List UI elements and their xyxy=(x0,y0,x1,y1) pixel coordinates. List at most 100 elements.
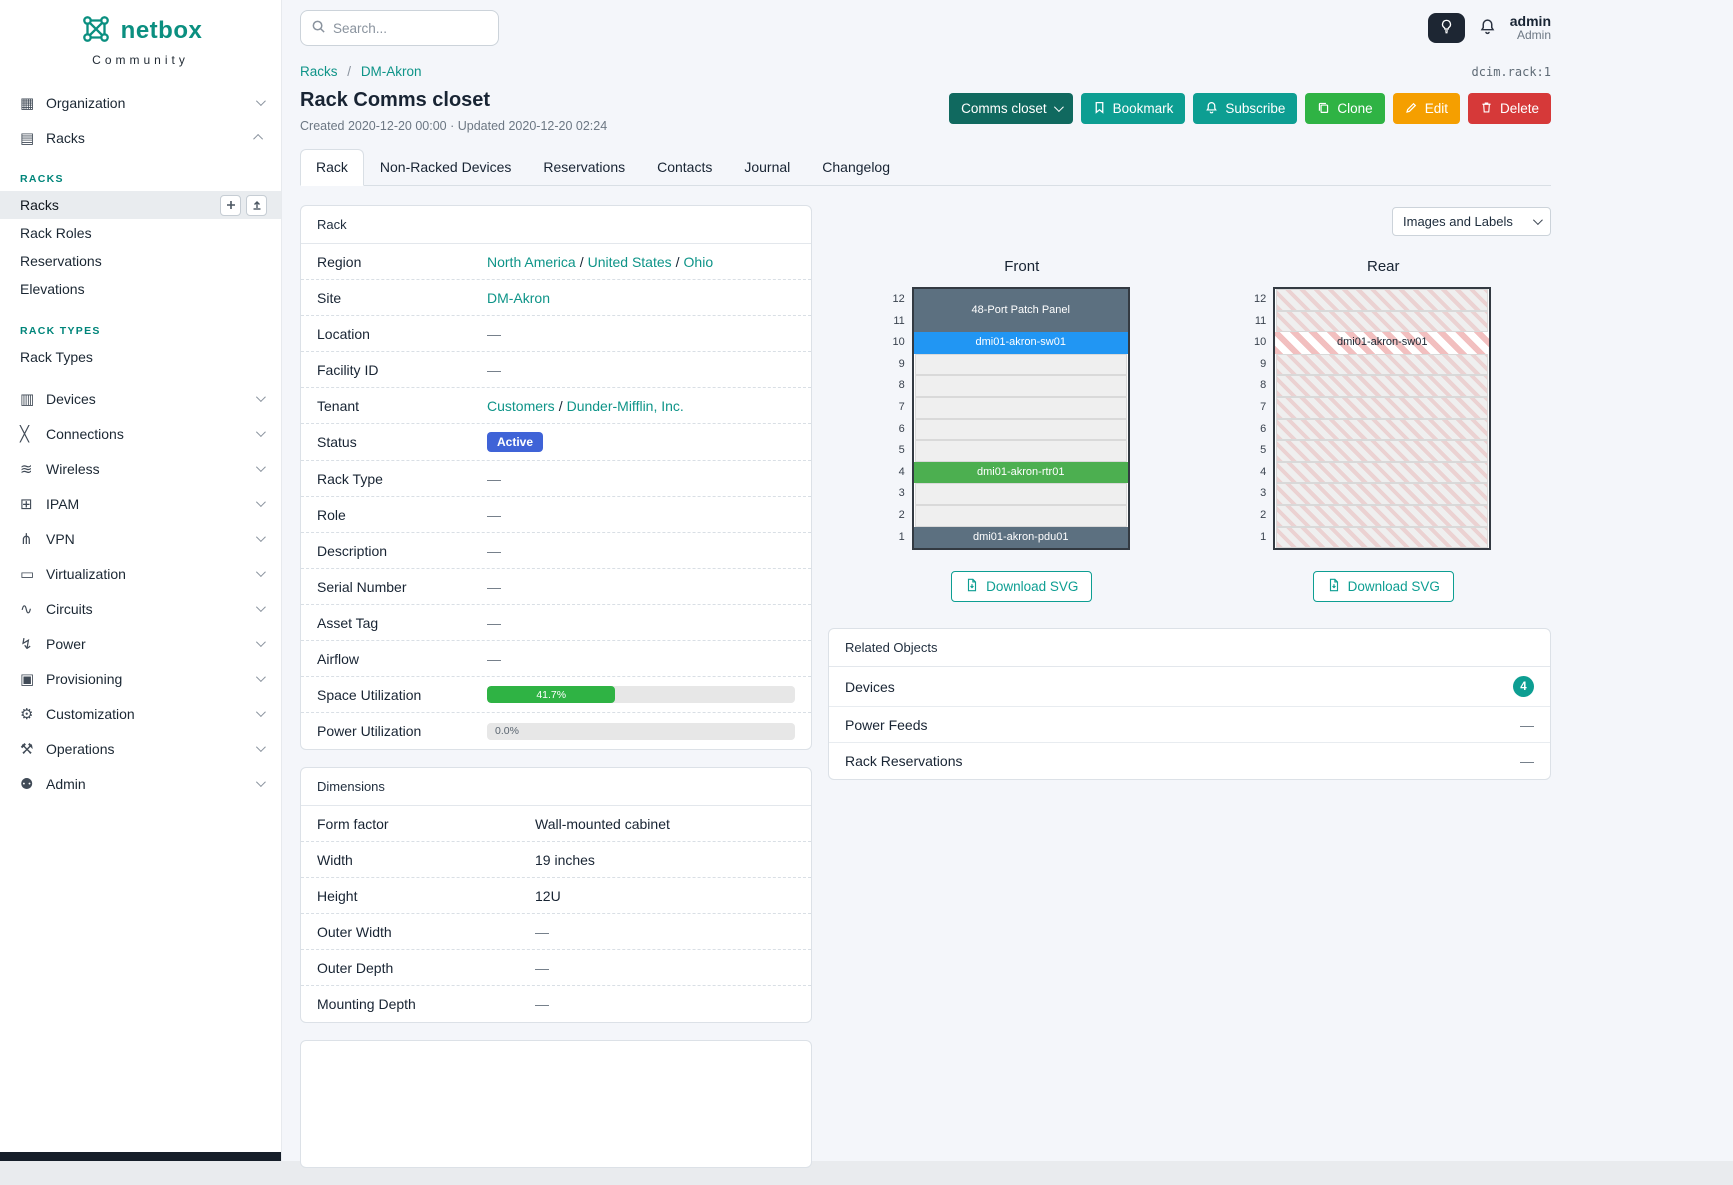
sidebar-item-vpn[interactable]: ⋔ VPN xyxy=(0,521,281,556)
tenant-group-link[interactable]: Customers xyxy=(487,397,555,414)
theme-toggle-button[interactable] xyxy=(1427,13,1465,43)
user-role: Admin xyxy=(1516,28,1551,43)
copy-icon xyxy=(1317,101,1330,117)
chevron-down-icon xyxy=(255,672,266,683)
admin-icon: ⚉ xyxy=(20,775,34,793)
sidebar-item-connections[interactable]: ╳ Connections xyxy=(0,416,281,451)
file-download-icon xyxy=(965,578,979,595)
netbox-logo-icon xyxy=(79,12,113,49)
sidebar-item-rack-roles[interactable]: Rack Roles xyxy=(20,225,92,241)
sidebar-item-organization[interactable]: ▦ Organization xyxy=(0,85,281,120)
download-svg-rear-button[interactable]: Download SVG xyxy=(1312,571,1454,603)
edit-button[interactable]: Edit xyxy=(1392,93,1460,124)
empty-slot-u8[interactable] xyxy=(914,375,1127,397)
empty-slot-u3[interactable] xyxy=(914,483,1127,505)
field-role: Role — xyxy=(301,497,811,533)
device-switch-rear[interactable]: dmi01-akron-sw01 xyxy=(1275,332,1490,354)
related-devices-row[interactable]: Devices 4 xyxy=(829,667,1550,708)
add-rack-button[interactable] xyxy=(220,194,241,216)
occupied-slot-u11 xyxy=(1276,310,1489,333)
device-router[interactable]: dmi01-akron-rtr01 xyxy=(913,461,1128,484)
tab-journal[interactable]: Journal xyxy=(744,159,791,175)
page-meta: Created 2020-12-20 00:00 · Updated 2020-… xyxy=(300,119,608,133)
rear-elevation: Rear 12 11 10 9 8 7 6 5 4 xyxy=(1249,258,1492,603)
file-download-icon xyxy=(1327,578,1341,595)
sidebar-item-provisioning[interactable]: ▣ Provisioning xyxy=(0,661,281,696)
logo-block[interactable]: netbox Community xyxy=(0,0,281,67)
sidebar-item-operations[interactable]: ⚒ Operations xyxy=(0,731,281,766)
notifications-button[interactable] xyxy=(1479,18,1496,38)
tab-changelog[interactable]: Changelog xyxy=(822,159,891,175)
sidebar-item-reservations[interactable]: Reservations xyxy=(20,253,102,269)
tab-reservations[interactable]: Reservations xyxy=(543,159,626,175)
sidebar-item-rack-types[interactable]: Rack Types xyxy=(20,349,93,365)
device-pdu[interactable]: dmi01-akron-pdu01 xyxy=(913,526,1128,549)
sidebar-item-wireless[interactable]: ≋ Wireless xyxy=(0,451,281,486)
sidebar-item-ipam[interactable]: ⊞ IPAM xyxy=(0,486,281,521)
user-menu[interactable]: admin Admin xyxy=(1510,13,1551,43)
sidebar-item-virtualization[interactable]: ▭ Virtualization xyxy=(0,556,281,591)
circuits-icon: ∿ xyxy=(20,600,33,618)
subscribe-button[interactable]: Subscribe xyxy=(1193,93,1298,124)
empty-slot-u2[interactable] xyxy=(914,504,1127,527)
front-unit-numbers: 12 11 10 9 8 7 6 5 4 3 2 xyxy=(892,293,905,543)
tab-rack[interactable]: Rack xyxy=(300,149,364,186)
import-racks-button[interactable] xyxy=(246,194,267,216)
sidebar-item-racks[interactable]: ▤ Racks xyxy=(0,120,281,155)
search-box[interactable] xyxy=(300,10,499,46)
provisioning-icon: ▣ xyxy=(20,670,35,688)
sidebar-footer xyxy=(0,1152,281,1161)
empty-slot-u5[interactable] xyxy=(914,440,1127,462)
sidebar-item-circuits[interactable]: ∿ Circuits xyxy=(0,591,281,626)
region-link-united-states[interactable]: United States xyxy=(587,253,672,270)
bookmark-button[interactable]: Bookmark xyxy=(1080,93,1186,124)
organization-icon: ▦ xyxy=(20,94,35,112)
tab-contacts[interactable]: Contacts xyxy=(657,159,713,175)
field-serial-number: Serial Number — xyxy=(301,569,811,605)
chevron-down-icon xyxy=(1532,215,1543,226)
breadcrumb-dm-akron[interactable]: DM-Akron xyxy=(360,64,422,79)
region-link-north-america[interactable]: North America xyxy=(487,253,576,270)
field-region: Region North America / United States / Ohio xyxy=(301,244,811,280)
occupied-slot-u7 xyxy=(1276,396,1489,419)
sidebar-item-elevations[interactable]: Elevations xyxy=(20,281,85,297)
device-switch[interactable]: dmi01-akron-sw01 xyxy=(913,332,1128,354)
devices-count-badge: 4 xyxy=(1513,676,1534,698)
field-rack-type: Rack Type — xyxy=(301,461,811,497)
sidebar-item-customization[interactable]: ⚙ Customization xyxy=(0,696,281,731)
breadcrumb: Racks / DM-Akron xyxy=(300,64,422,79)
chevron-down-icon xyxy=(255,532,266,543)
right-column: Images and Labels Front 12 11 10 xyxy=(828,205,1551,797)
device-patch-panel[interactable]: 48-Port Patch Panel xyxy=(913,289,1128,333)
breadcrumb-separator: / xyxy=(347,64,352,79)
sidebar-group-rack-types: RACK TYPES Rack Types xyxy=(0,313,281,371)
sidebar-item-racks-list[interactable]: Racks xyxy=(0,191,281,219)
field-location: Location — xyxy=(301,316,811,352)
sidebar-item-admin[interactable]: ⚉ Admin xyxy=(0,766,281,801)
clone-button[interactable]: Clone xyxy=(1305,93,1385,124)
devices-icon: ▥ xyxy=(20,390,35,408)
field-site: Site DM-Akron xyxy=(301,280,811,316)
elevation-view-select[interactable]: Images and Labels xyxy=(1392,207,1551,236)
occupied-slot-u1 xyxy=(1276,526,1489,549)
upload-icon xyxy=(252,197,262,213)
region-link-ohio[interactable]: Ohio xyxy=(683,253,714,270)
trash-icon xyxy=(1480,101,1493,117)
breadcrumb-racks[interactable]: Racks xyxy=(300,64,338,79)
space-utilization-bar: 41.7% xyxy=(487,686,795,703)
rack-context-dropdown[interactable]: Comms closet xyxy=(949,93,1073,124)
sidebar-item-devices[interactable]: ▥ Devices xyxy=(0,381,281,416)
download-svg-front-button[interactable]: Download SVG xyxy=(951,571,1093,603)
empty-slot-u6[interactable] xyxy=(914,418,1127,441)
sidebar-item-power[interactable]: ↯ Power xyxy=(0,626,281,661)
racks-icon: ▤ xyxy=(20,129,35,147)
occupied-slot-u3 xyxy=(1276,483,1489,505)
empty-slot-u9[interactable] xyxy=(914,353,1127,376)
search-input[interactable] xyxy=(333,20,473,36)
tab-non-racked-devices[interactable]: Non-Racked Devices xyxy=(379,159,512,175)
site-link[interactable]: DM-Akron xyxy=(487,289,551,306)
delete-button[interactable]: Delete xyxy=(1467,93,1551,124)
empty-slot-u7[interactable] xyxy=(914,396,1127,419)
field-outer-depth: Outer Depth — xyxy=(301,950,811,986)
tenant-link[interactable]: Dunder-Mifflin, Inc. xyxy=(566,397,684,414)
